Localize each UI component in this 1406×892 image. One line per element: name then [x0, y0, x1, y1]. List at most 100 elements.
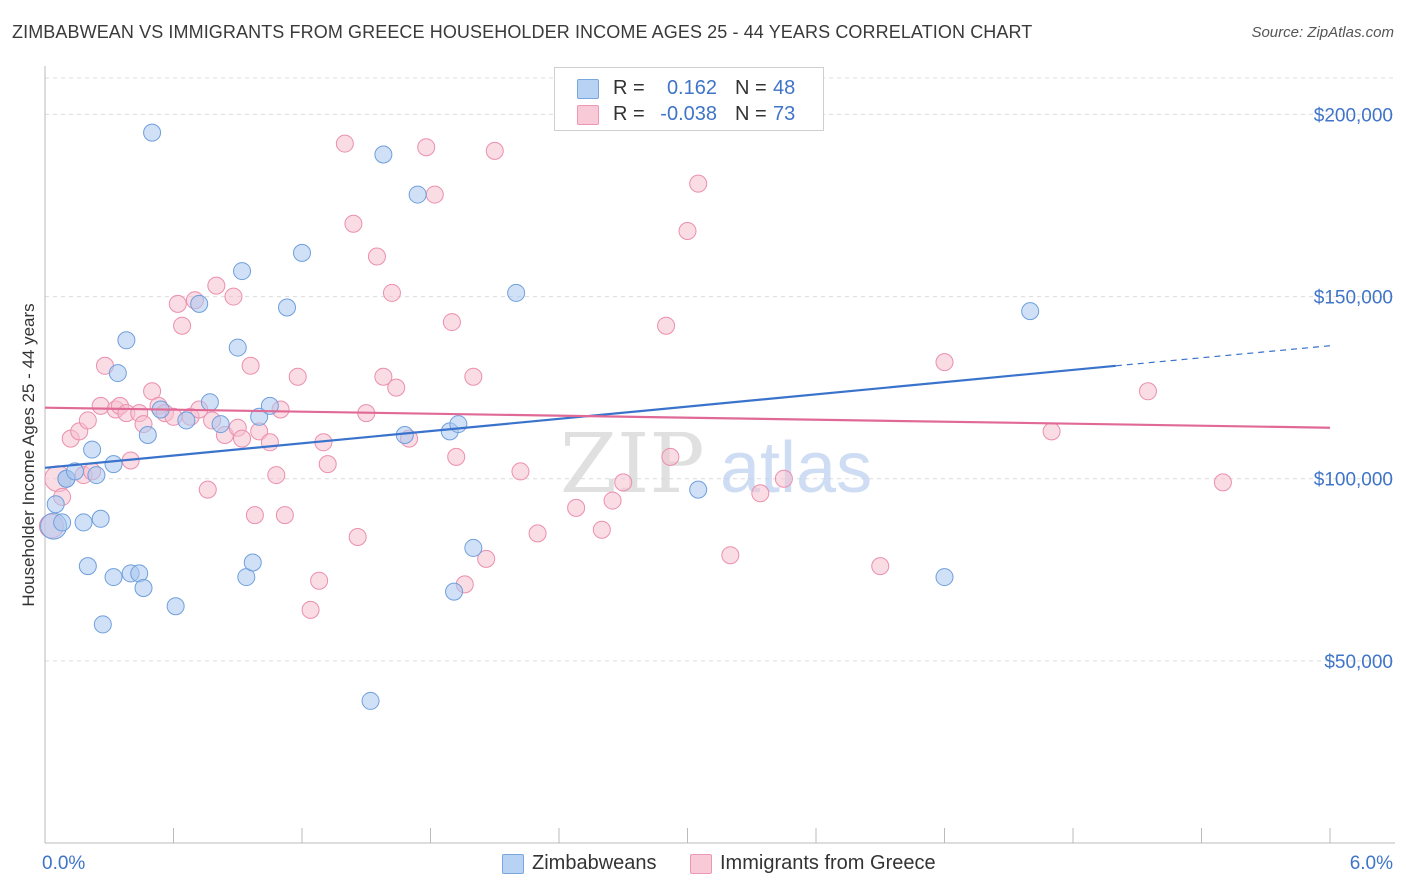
point-immigrants-from-greece: [1042, 422, 1061, 441]
point-immigrants-from-greece: [344, 214, 363, 233]
point-zimbabweans: [935, 568, 954, 587]
legend-r-value: -0.038: [660, 103, 717, 125]
y-tick-label: $100,000: [1314, 470, 1393, 491]
watermark: ZIP atlas: [560, 417, 872, 512]
point-immigrants-from-greece: [198, 480, 217, 499]
point-zimbabweans: [374, 145, 393, 164]
point-zimbabweans: [293, 243, 311, 262]
y-tick-label: $50,000: [1324, 652, 1393, 673]
point-immigrants-from-greece: [721, 546, 740, 565]
legend-n-label: N =: [735, 77, 767, 99]
point-zimbabweans: [138, 426, 157, 444]
point-zimbabweans: [177, 411, 196, 430]
point-zimbabweans: [445, 582, 464, 601]
point-immigrants-from-greece: [260, 433, 279, 452]
point-zimbabweans: [91, 509, 110, 528]
point-immigrants-from-greece: [168, 294, 187, 313]
point-immigrants-from-greece: [207, 276, 226, 295]
point-immigrants-from-greece: [447, 447, 466, 466]
point-zimbabweans: [408, 185, 427, 204]
point-zimbabweans: [211, 415, 230, 434]
point-zimbabweans: [689, 480, 708, 499]
point-immigrants-from-greece: [245, 506, 264, 525]
point-immigrants-from-greece: [241, 356, 260, 375]
point-immigrants-from-greece: [528, 524, 547, 543]
point-immigrants-from-greece: [751, 484, 770, 503]
y-tick-label: $200,000: [1314, 105, 1393, 126]
legend-n-value: 73: [773, 103, 796, 125]
point-immigrants-from-greece: [774, 469, 793, 488]
source-label: Source: ZipAtlas.com: [1251, 24, 1394, 41]
point-immigrants-from-greece: [614, 473, 633, 492]
trend-lines: [44, 345, 1331, 469]
point-zimbabweans: [134, 579, 153, 597]
point-zimbabweans: [190, 294, 209, 313]
stats-legend: R = 0.162 N = 48 R = -0.038 N = 73: [554, 67, 824, 131]
point-immigrants-from-greece: [382, 283, 401, 302]
point-immigrants-from-greece: [603, 491, 622, 510]
point-immigrants-from-greece: [310, 571, 329, 590]
legend-swatch-blue: [577, 79, 599, 99]
bottom-legend-label: Zimbabweans: [532, 852, 657, 874]
point-immigrants-from-greece: [173, 316, 192, 335]
legend-row-immigrants-from-greece: R = -0.038 N = 73: [555, 100, 823, 128]
legend-n-value: 48: [773, 77, 796, 99]
point-immigrants-from-greece: [425, 185, 444, 204]
watermark-zip: ZIP: [560, 417, 705, 512]
point-zimbabweans: [243, 553, 262, 572]
point-zimbabweans: [361, 691, 380, 710]
axes: [44, 66, 1395, 844]
point-immigrants-from-greece: [91, 396, 110, 415]
point-zimbabweans: [78, 557, 97, 576]
bottom-legend-label: Immigrants from Greece: [720, 852, 936, 874]
legend-r-value: 0.162: [666, 77, 717, 99]
point-zimbabweans: [250, 407, 269, 426]
tick-labels: $50,000 $100,000 $150,000 $200,000 0.0% 6.0%: [42, 105, 1393, 874]
point-zimbabweans: [65, 462, 84, 481]
point-immigrants-from-greece: [567, 498, 586, 517]
legend-r-label: R =: [613, 103, 645, 125]
point-immigrants-from-greece: [678, 222, 697, 240]
series-immigrants-from-greece: [38, 134, 1232, 619]
chart-title: ZIMBABWEAN VS IMMIGRANTS FROM GREECE HOU…: [12, 22, 1033, 42]
legend-swatch-pink: [577, 105, 599, 125]
point-immigrants-from-greece: [511, 462, 530, 481]
point-immigrants-from-greece: [233, 429, 252, 448]
point-immigrants-from-greece: [301, 600, 320, 619]
point-zimbabweans: [507, 283, 526, 302]
point-immigrants-from-greece: [657, 316, 676, 335]
point-zimbabweans: [233, 262, 252, 281]
point-zimbabweans: [143, 123, 162, 142]
point-immigrants-from-greece: [224, 287, 243, 306]
legend-n-label: N =: [735, 103, 767, 125]
point-immigrants-from-greece: [1213, 473, 1232, 492]
point-zimbabweans: [228, 338, 247, 357]
y-axis-label: Householder Income Ages 25 - 44 years: [19, 303, 38, 606]
point-zimbabweans: [87, 466, 106, 485]
point-immigrants-from-greece: [592, 520, 611, 539]
point-immigrants-from-greece: [485, 141, 504, 160]
point-immigrants-from-greece: [367, 247, 386, 266]
point-immigrants-from-greece: [335, 134, 354, 153]
series-zimbabweans: [40, 123, 1040, 710]
point-zimbabweans: [166, 597, 185, 616]
point-immigrants-from-greece: [689, 174, 708, 193]
y-tick-label: $150,000: [1314, 288, 1393, 309]
point-immigrants-from-greece: [477, 549, 496, 568]
point-immigrants-from-greece: [1138, 382, 1157, 401]
point-immigrants-from-greece: [464, 367, 483, 386]
point-zimbabweans: [93, 615, 112, 634]
point-zimbabweans: [200, 393, 219, 412]
point-immigrants-from-greece: [442, 313, 461, 332]
point-immigrants-from-greece: [267, 466, 286, 485]
point-immigrants-from-greece: [935, 353, 954, 372]
point-zimbabweans: [117, 331, 136, 350]
point-immigrants-from-greece: [374, 367, 393, 386]
trend-line-immigrants-from-greece: [44, 406, 1331, 429]
point-immigrants-from-greece: [78, 411, 97, 430]
legend-r-label: R =: [613, 77, 645, 99]
bottom-legend-swatch-pink: [690, 854, 712, 874]
point-immigrants-from-greece: [348, 528, 367, 546]
point-zimbabweans: [104, 568, 123, 587]
